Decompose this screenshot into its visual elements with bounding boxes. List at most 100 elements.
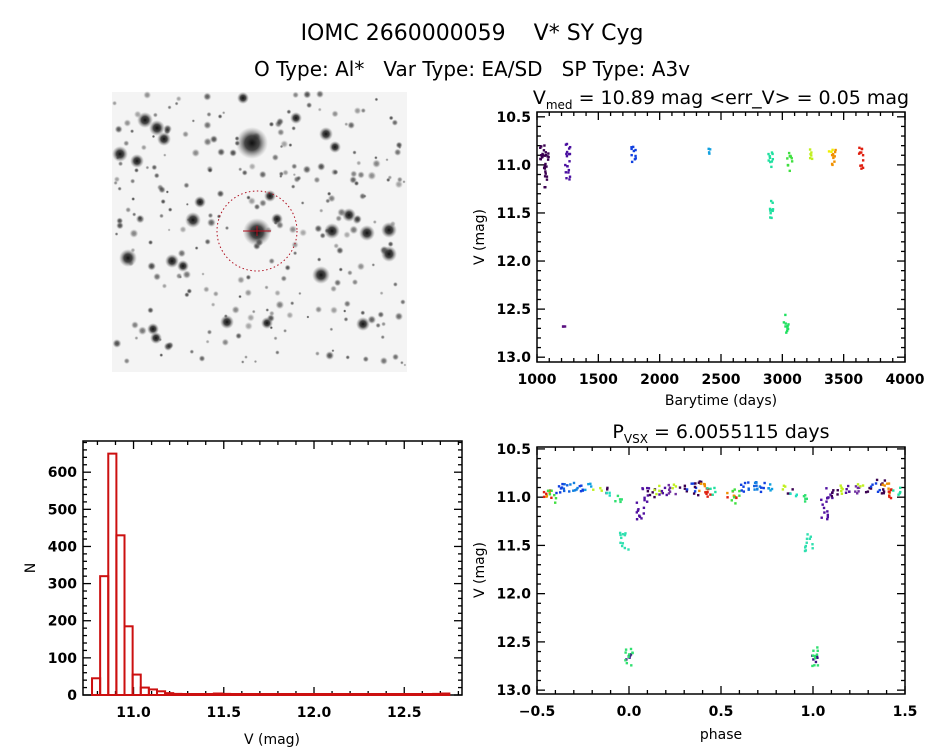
lightcurve-point [561,325,565,328]
phased-point [592,488,595,491]
phased-point [856,486,860,490]
star [330,168,339,176]
star [167,228,171,232]
histogram-plot: 11.0 11.5 12.0 12.5 0 100 200 300 400 500 600 [48,440,463,721]
star [351,278,359,286]
histogram-bar [180,693,191,696]
star [206,218,216,228]
lightcurve-point [834,148,837,152]
phased-point [641,487,645,491]
star [380,334,385,340]
phased-point [855,492,859,495]
lightcurve-point [833,150,837,154]
phased-point [825,500,828,503]
histogram-bar [261,693,272,696]
phased-point [747,481,750,484]
bright-star [381,222,397,238]
lightcurve-point [810,154,813,157]
phased-point [767,487,771,490]
star [134,336,139,341]
lightcurve-point [808,156,812,160]
phased-point [874,482,878,485]
lightcurve-point [546,155,549,158]
bright-star [356,317,370,331]
phased-point [568,490,571,493]
star [362,355,369,363]
phased-point [804,544,808,548]
star [274,289,281,297]
star [403,363,407,367]
star [167,105,172,110]
star [325,351,335,361]
phased-point [889,496,893,500]
histogram-bar [245,693,256,696]
phased-point [694,482,697,485]
lightcurve-point [565,177,568,180]
lightcurve-point [810,151,813,154]
phased-point [713,486,716,490]
star [388,115,394,121]
phased-x-tick-label: 1.0 [801,704,826,720]
star [238,167,243,172]
phased-point [554,501,557,504]
star [216,214,222,219]
phased-point [690,482,693,485]
lightcurve-x-tick-label: 4000 [886,372,925,388]
phased-ylabel: V (mag) [472,542,488,598]
lightcurve-point [634,157,637,160]
lightcurve-point [565,150,569,154]
phased-point [888,491,891,495]
lightcurve-point [787,151,791,155]
phased-point [550,489,553,492]
phased-point [743,481,747,485]
phased-point [600,489,603,492]
phased-point [658,489,661,492]
phased-point [711,493,714,496]
lightcurve-point [567,171,570,174]
histogram-bar [285,693,297,696]
star [203,92,212,101]
star [352,150,357,155]
lightcurve-point [790,157,793,160]
phased-point [642,512,645,515]
lightcurve-point [830,150,833,154]
star [280,140,289,149]
phased-point [554,497,558,500]
histogram-bar [359,693,370,696]
star [207,167,213,173]
phased-point [826,515,830,519]
star [125,206,132,213]
lightcurve-point [808,148,812,151]
star [317,107,322,112]
phased-point [624,532,627,535]
phased-point [861,484,865,487]
phased-point [620,536,623,540]
phased-point [553,493,556,497]
histogram-bar [318,693,329,696]
phased-point [726,491,729,495]
phased-point [823,511,826,514]
lightcurve-point [545,165,548,168]
star [379,356,388,365]
phased-point [572,489,575,492]
lightcurve-point [770,165,773,169]
star [375,322,381,329]
star [325,198,331,204]
star [175,272,183,280]
phased-point [759,490,763,494]
phased-point [621,542,625,545]
star [217,113,223,119]
phased-point [898,492,902,495]
lightcurve-point [859,164,862,167]
lightcurve-point [786,164,790,167]
phased-point [888,495,891,499]
star [246,313,255,322]
phased-point [698,489,701,493]
phased-point [840,489,843,493]
star [343,231,351,239]
phased-point [627,655,630,659]
phased-point [864,490,868,494]
phased-point [645,500,649,503]
star [268,121,275,128]
phased-point [620,498,623,501]
